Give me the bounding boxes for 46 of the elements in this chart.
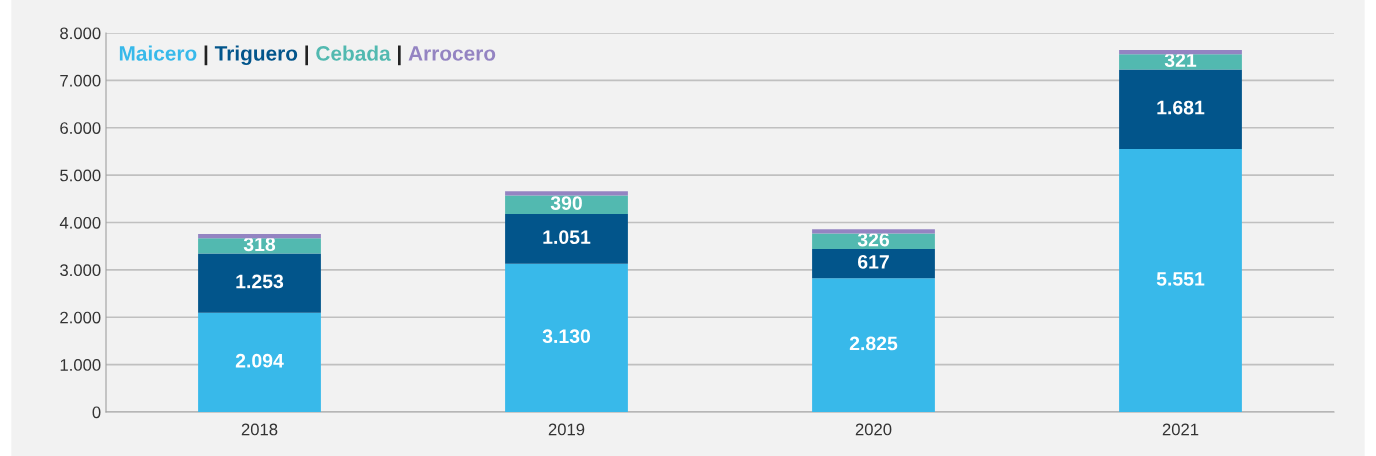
- y-tick-label: 5.000: [60, 169, 101, 182]
- y-tick-label: 3.000: [60, 264, 101, 277]
- y-tick-label: 7.000: [60, 74, 101, 87]
- data-label: 390: [550, 196, 582, 210]
- y-tick-label: 8.000: [60, 27, 101, 40]
- annotation: |: [305, 45, 309, 66]
- bar: [812, 229, 935, 234]
- bar: [198, 253, 321, 313]
- y-tick-label: 0: [92, 406, 101, 419]
- x-tick-label: 2020: [855, 423, 892, 436]
- data-label: 326: [857, 232, 890, 247]
- bar: [505, 191, 628, 196]
- bar: [812, 278, 935, 412]
- bar: [198, 312, 321, 412]
- data-label: 2.825: [849, 336, 898, 351]
- data-label: 318: [243, 237, 276, 252]
- data-label: 1.253: [236, 274, 284, 289]
- bar: [1119, 69, 1242, 150]
- bar: [1119, 149, 1242, 412]
- data-label: 1.051: [543, 230, 591, 245]
- data-label: 5.551: [1156, 272, 1205, 286]
- x-tick-label: 2018: [241, 423, 278, 436]
- bar: [1119, 49, 1242, 55]
- text: Triguero: [214, 45, 298, 66]
- x-tick-label: 2021: [1162, 423, 1199, 436]
- data-label: 321: [1164, 53, 1197, 68]
- data-label: 2.094: [235, 353, 284, 368]
- text: Cebada: [316, 45, 391, 61]
- data-label: 3.130: [542, 329, 591, 344]
- y-tick-label: 4.000: [59, 216, 101, 229]
- bar: [505, 195, 628, 214]
- data-label: 1.681: [1157, 100, 1205, 115]
- bar: [812, 233, 935, 249]
- annotation: |: [398, 45, 401, 66]
- bar: [505, 263, 628, 412]
- y-tick-label: 2.000: [60, 311, 101, 324]
- x-tick-label: 2019: [548, 423, 585, 436]
- y-tick-label: 1.000: [60, 359, 101, 371]
- y-tick-label: 6.000: [60, 122, 101, 134]
- data-label: 617: [857, 255, 889, 269]
- bar: [812, 248, 935, 279]
- text: Arrocero: [408, 46, 496, 61]
- bar: [198, 234, 321, 239]
- bar: [505, 213, 628, 264]
- text: Maicero: [119, 45, 197, 61]
- annotation: |: [204, 45, 208, 66]
